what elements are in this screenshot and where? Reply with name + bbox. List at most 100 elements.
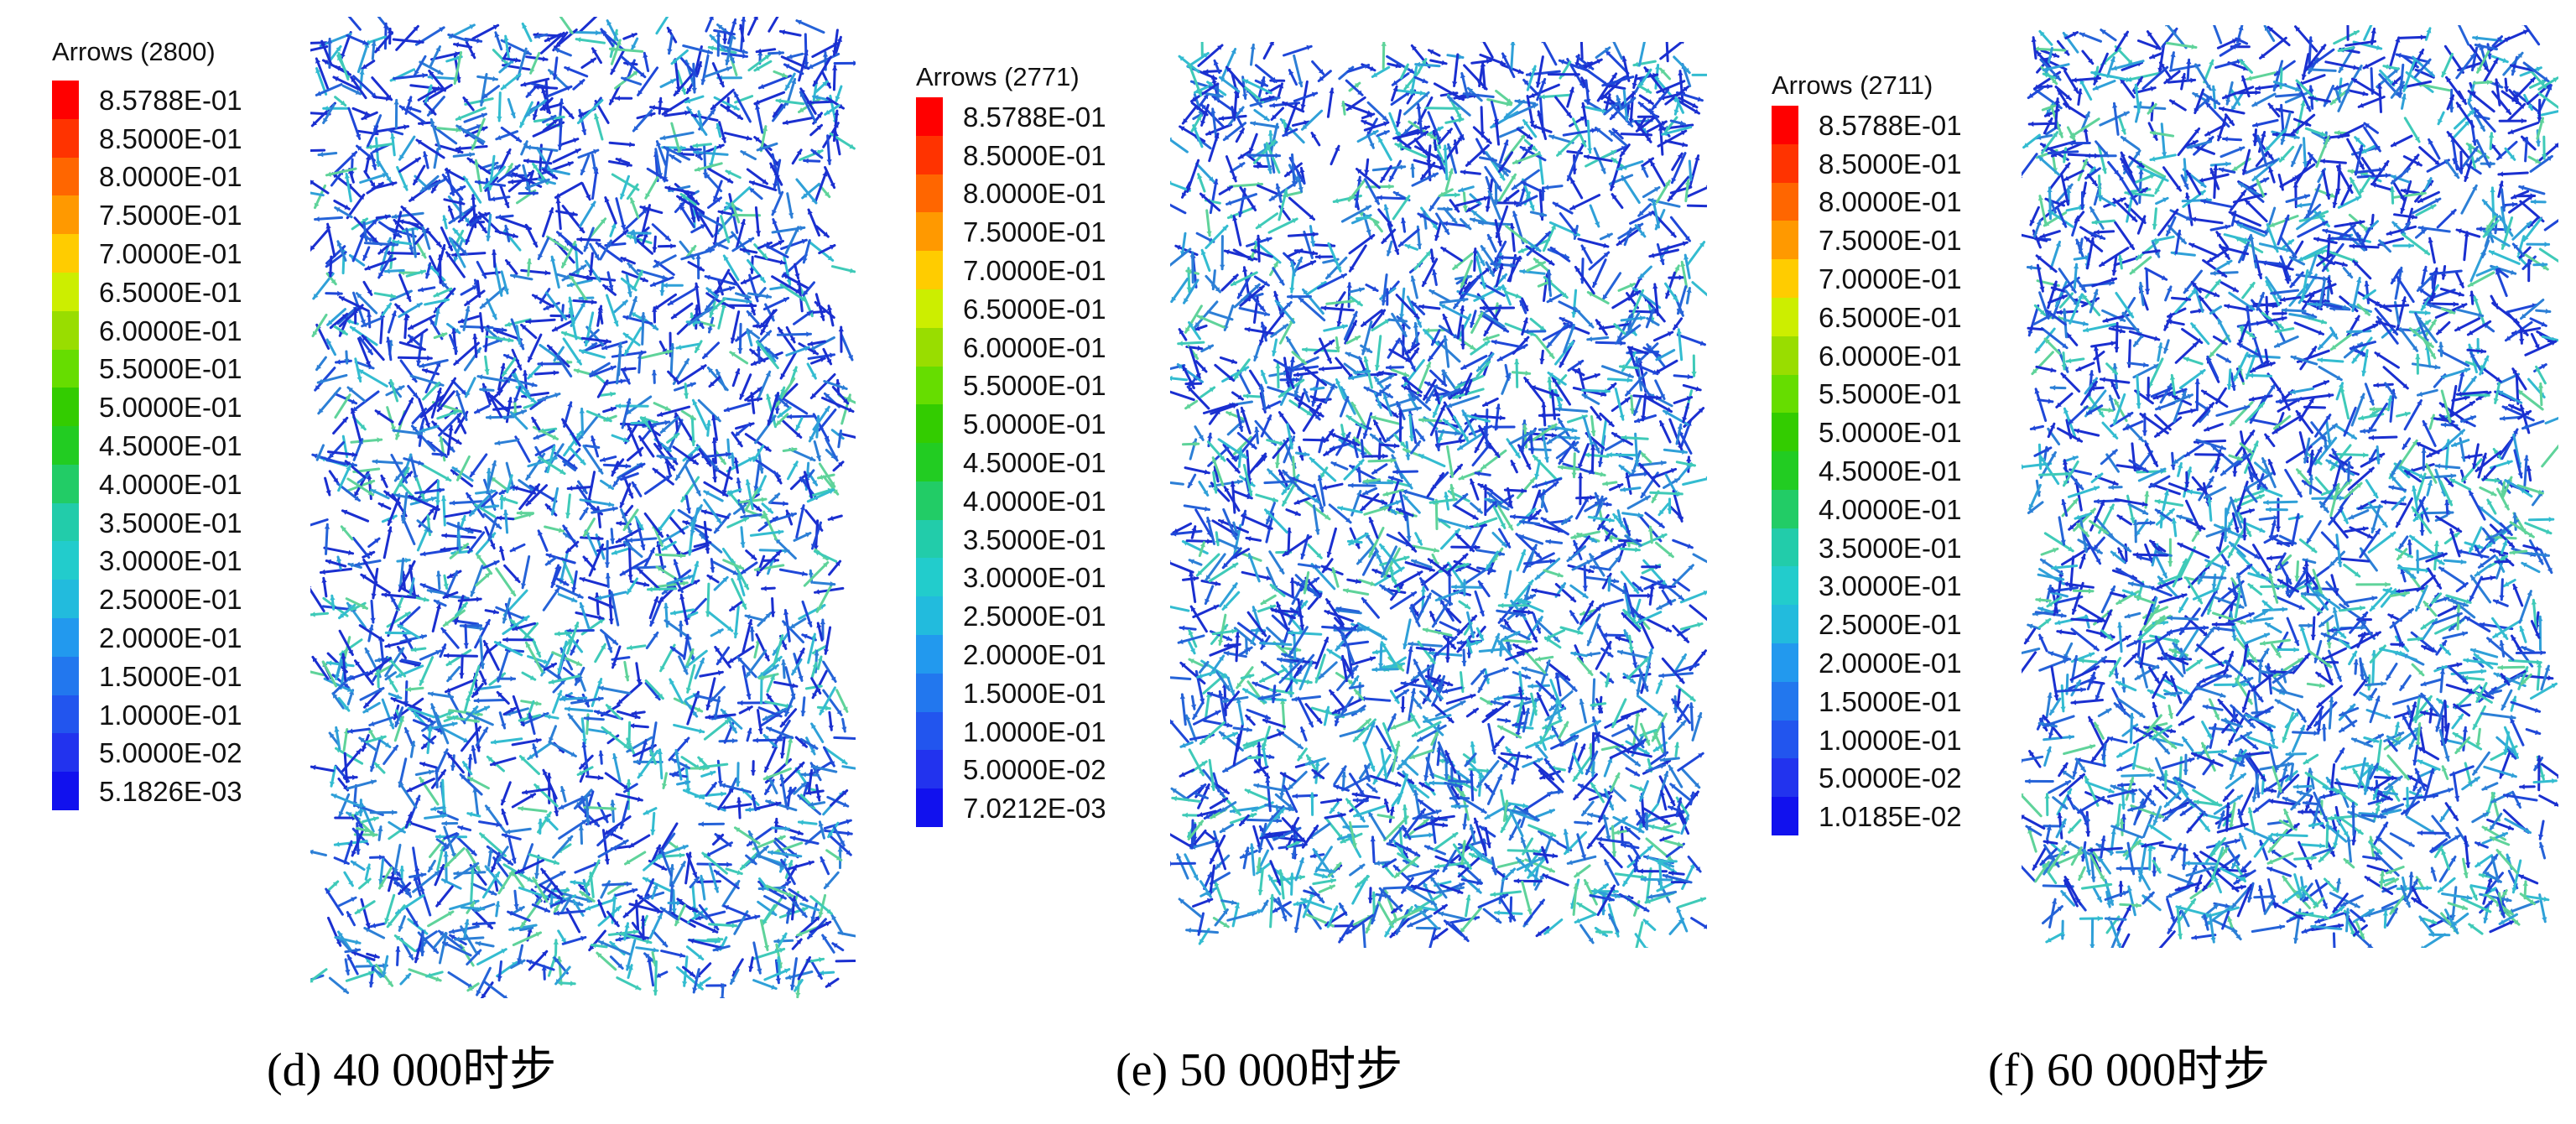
legend-label: 6.5000E-01 [1819, 301, 1962, 333]
colorbar-swatch [1772, 143, 1798, 184]
arrows-group [2022, 25, 2558, 948]
legend-label: 6.0000E-01 [1819, 340, 1962, 372]
colorbar-swatch [52, 464, 79, 504]
legend-label: 7.0000E-01 [1819, 263, 1962, 295]
legend-label: 2.5000E-01 [963, 601, 1106, 632]
colorbar [1772, 106, 1798, 836]
legend-label: 2.0000E-01 [99, 622, 242, 653]
legend-label: 8.5788E-01 [1819, 109, 1962, 141]
legend-label: 2.0000E-01 [963, 638, 1106, 670]
legend-label: 1.5000E-01 [1819, 685, 1962, 717]
colorbar-swatch [916, 481, 943, 521]
legend-label: 3.0000E-01 [1819, 570, 1962, 602]
legend-label: 3.5000E-01 [963, 523, 1106, 555]
colorbar-swatch [916, 366, 943, 405]
colorbar-swatch [1772, 720, 1798, 759]
legend-label: 5.0000E-02 [1819, 762, 1962, 794]
colorbar [52, 81, 79, 811]
colorbar-swatch [916, 673, 943, 713]
legend-label: 2.5000E-01 [99, 584, 242, 616]
colorbar-swatch [1772, 336, 1798, 376]
colorbar-swatch [52, 772, 79, 811]
colorbar-swatch [52, 695, 79, 734]
legend-label: 8.0000E-01 [963, 178, 1106, 210]
legend-label: 6.0000E-01 [963, 331, 1106, 363]
colorbar-swatch [916, 596, 943, 636]
legend-label: 7.5000E-01 [1819, 225, 1962, 257]
colorbar-swatch [52, 541, 79, 580]
colorbar-swatch [916, 135, 943, 175]
panel-f: Arrows (2711) 8.5788E-01 8.5000E-01 8.0000… [1720, 0, 2576, 1124]
legend-label: 6.5000E-01 [99, 276, 242, 308]
colorbar-swatch [1772, 106, 1798, 145]
colorbar-swatch [916, 519, 943, 559]
legend-label: 8.5788E-01 [963, 101, 1106, 133]
legend-label: 3.5000E-01 [99, 507, 242, 539]
colorbar-swatch [1772, 528, 1798, 567]
colorbar-swatch [1772, 374, 1798, 414]
legend-label: 5.0000E-02 [99, 737, 242, 769]
colorbar-swatch [1772, 758, 1798, 798]
legend-label: 7.0000E-01 [963, 255, 1106, 287]
legend-label: 4.0000E-01 [963, 485, 1106, 517]
arrow-field-f [2022, 25, 2558, 948]
colorbar-swatch [1772, 797, 1798, 836]
panel-e: Arrows (2771) 8.5788E-01 8.5000E-01 8.0000… [864, 0, 1720, 1124]
legend-label: 8.5788E-01 [99, 84, 242, 116]
panel-d: Arrows (2800) 8.5788E-01 8.5000E-01 8.0000… [0, 0, 864, 1124]
colorbar-swatch [52, 426, 79, 466]
colorbar-swatch [916, 327, 943, 367]
legend-label: 4.5000E-01 [963, 447, 1106, 478]
colorbar-swatch [1772, 259, 1798, 299]
colorbar-swatch [916, 251, 943, 290]
legend-label: 5.5000E-01 [99, 353, 242, 385]
legend-label: 8.5000E-01 [1819, 148, 1962, 180]
legend-label: 4.5000E-01 [99, 430, 242, 461]
colorbar-swatch [52, 118, 79, 159]
colorbar-swatch [1772, 489, 1798, 529]
legend-label: 8.0000E-01 [99, 161, 242, 193]
legend-label: 5.1826E-03 [99, 776, 242, 808]
colorbar-swatch [916, 750, 943, 789]
legend-title: Arrows (2800) [52, 37, 216, 66]
colorbar-swatch [1772, 413, 1798, 452]
colorbar-swatch [1772, 681, 1798, 721]
colorbar-swatch [52, 733, 79, 773]
caption-d: (d) 40 000时步 [267, 1044, 557, 1096]
legend-label: 1.5000E-01 [963, 677, 1106, 709]
legend-label: 7.0212E-03 [963, 793, 1106, 825]
legend-label: 1.0185E-02 [1819, 801, 1962, 833]
colorbar-swatch [1772, 605, 1798, 644]
arrows-group [1170, 42, 1707, 948]
colorbar-swatch [1772, 182, 1798, 221]
legend-label: 5.0000E-01 [1819, 417, 1962, 449]
legend-label: 2.5000E-01 [1819, 609, 1962, 641]
legend-label: 7.5000E-01 [99, 200, 242, 232]
arrows-group [310, 17, 856, 998]
colorbar-swatch [1772, 566, 1798, 606]
colorbar-swatch [916, 788, 943, 828]
colorbar-swatch [916, 404, 943, 444]
legend-d: Arrows (2800) 8.5788E-01 8.5000E-01 8.0000… [52, 37, 320, 825]
colorbar-swatch [52, 234, 79, 273]
legend-label: 6.5000E-01 [963, 293, 1106, 325]
legend-label: 8.5000E-01 [963, 139, 1106, 171]
colorbar-swatch [916, 289, 943, 329]
legend-label: 5.0000E-01 [99, 392, 242, 424]
colorbar-swatch [52, 618, 79, 658]
caption-f: (f) 60 000时步 [1988, 1044, 2270, 1096]
arrow-field-d [310, 17, 856, 998]
legend-label: 5.0000E-02 [963, 754, 1106, 786]
legend-label: 2.0000E-01 [1819, 647, 1962, 679]
legend-f: Arrows (2711) 8.5788E-01 8.5000E-01 8.0000… [1772, 70, 2040, 859]
colorbar-swatch [52, 349, 79, 388]
legend-label: 3.0000E-01 [99, 545, 242, 577]
legend-label: 5.5000E-01 [963, 370, 1106, 402]
colorbar-swatch [52, 157, 79, 196]
legend-label: 1.0000E-01 [99, 699, 242, 731]
legend-label: 6.0000E-01 [99, 315, 242, 346]
legend-label: 3.5000E-01 [1819, 532, 1962, 564]
colorbar-swatch [916, 635, 943, 674]
legend-label: 5.0000E-01 [963, 408, 1106, 440]
arrow-field-e [1170, 42, 1707, 948]
